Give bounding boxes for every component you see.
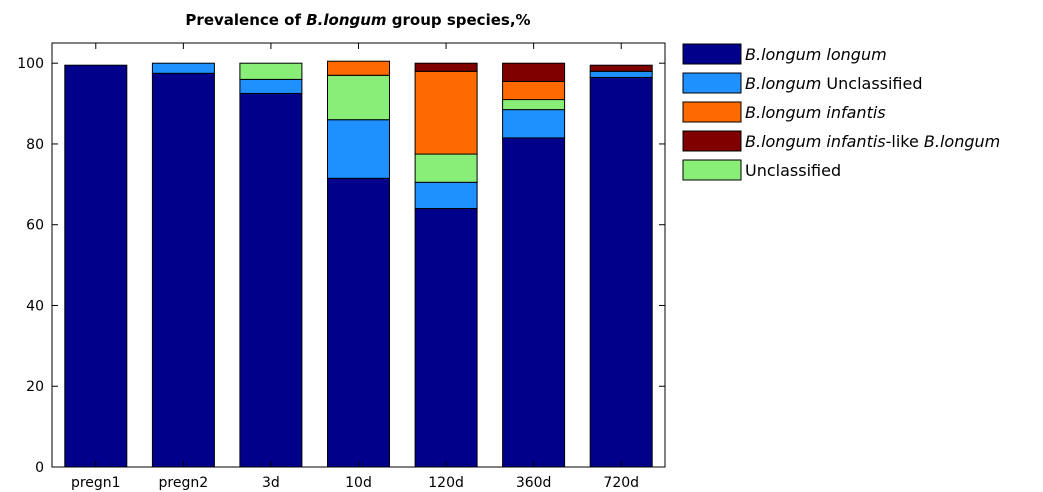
axes: 0 20 40 60 80 100 pregn1 pregn2 3d 10d 120d 360d 720… (17, 42, 666, 491)
bar-segment-120d-s3 (414, 70, 478, 155)
legend-swatch-2 (682, 159, 742, 181)
bar-segment-120d-s1 (414, 181, 478, 210)
x-tick-label-10d: 10d (345, 475, 372, 491)
legend-label-part: B.longum longum (745, 45, 887, 64)
chart-title-part: group species,% (387, 11, 531, 29)
bar-segment-120d-s0 (414, 208, 478, 468)
y-tick-label: 40 (26, 298, 44, 314)
bar-segment-360d-s2 (502, 99, 566, 111)
bar-segment-360d-s3 (502, 80, 566, 101)
bar-segment-3d-s1 (239, 78, 303, 94)
chart-title-part: Prevalence of (185, 11, 306, 29)
bar-segment-10d-s1 (327, 119, 390, 179)
bar-segment-720d-s0 (589, 76, 653, 468)
legend-swatch-4 (682, 130, 742, 152)
bar-segment-10d-s0 (327, 177, 390, 468)
legend-label-0: B.longum longum (745, 45, 887, 64)
legend-label-part: B.longum (924, 132, 1000, 151)
bar-segment-360d-s1 (502, 109, 566, 139)
bar-segment-360d-s0 (502, 137, 566, 468)
chart-title-text: Prevalence of B.longum group species,% (185, 11, 530, 29)
legend-swatch-3 (682, 101, 742, 123)
x-tick-label-3d: 3d (262, 475, 280, 491)
legend-label-part: B.longum (745, 74, 821, 93)
legend-swatch-0 (682, 43, 742, 65)
legend-label-part: Unclassified (745, 161, 841, 180)
y-tick-label: 100 (17, 56, 44, 72)
bar-segment-120d-s4 (414, 62, 478, 72)
bar-segment-10d-s2 (327, 74, 390, 121)
x-tick-label-360d: 360d (516, 475, 552, 491)
bar-segment-720d-s4 (589, 64, 653, 72)
bar-segment-pregn2-s1 (151, 62, 215, 74)
bar-segment-3d-s0 (239, 93, 303, 468)
x-tick-label-pregn2: pregn2 (159, 475, 209, 491)
bar-segment-pregn1-s0 (64, 64, 128, 468)
y-tick-label: 60 (26, 218, 44, 234)
bar-segment-10d-s3 (327, 60, 390, 76)
legend-label-part: Unclassified (821, 74, 922, 93)
bars (64, 60, 653, 468)
bar-segment-pregn2-s0 (151, 72, 215, 468)
legend-label-1: B.longum Unclassified (745, 74, 923, 93)
bar-segment-120d-s2 (414, 153, 478, 183)
chart-title: Prevalence of B.longum group species,% (185, 11, 530, 29)
x-tick-label-720d: 720d (603, 475, 639, 491)
bar-segment-360d-s4 (502, 62, 566, 82)
y-tick-label: 20 (26, 379, 44, 395)
bar-segment-3d-s2 (239, 62, 303, 80)
chart-title-part: B.longum (306, 11, 386, 29)
legend-label-4: B.longum infantis-like B.longum (745, 132, 1000, 151)
legend-swatch-1 (682, 72, 742, 94)
x-tick-label-120d: 120d (428, 475, 464, 491)
y-tick-label: 0 (35, 460, 44, 476)
legend-label-part: B.longum infantis (745, 103, 886, 122)
legend-label-2: Unclassified (745, 161, 841, 180)
legend-label-3: B.longum infantis (745, 103, 886, 122)
x-tick-label-pregn1: pregn1 (71, 475, 121, 491)
y-tick-label: 80 (26, 137, 44, 153)
legend-label-part: B.longum infantis (745, 132, 886, 151)
bar-segment-720d-s1 (589, 70, 653, 78)
legend-label-part: -like (886, 132, 924, 151)
